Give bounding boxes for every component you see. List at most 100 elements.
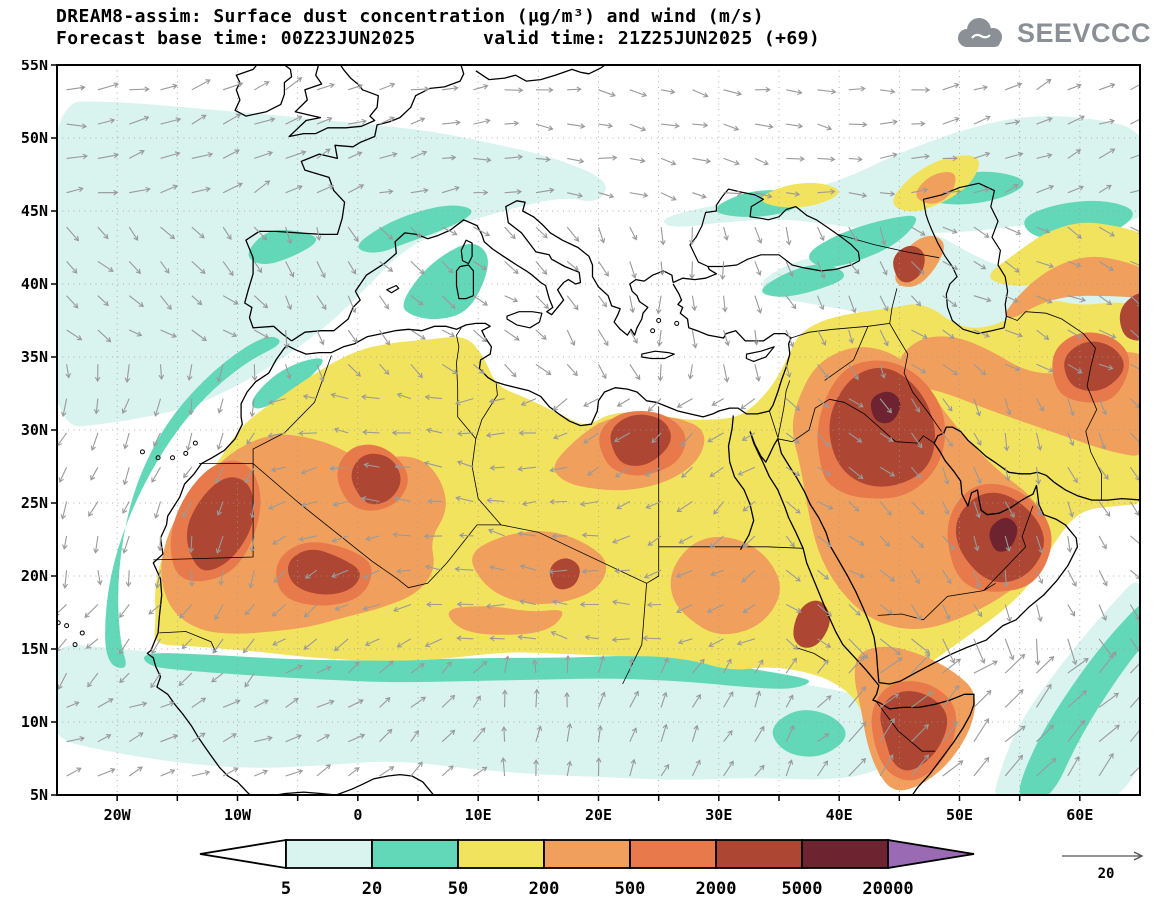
country-border <box>877 582 996 621</box>
country-border <box>889 323 942 432</box>
colorbar-under-arrow <box>199 838 287 870</box>
x-axis-tick-label: 20W <box>104 806 132 824</box>
coastline <box>727 415 755 551</box>
x-axis-tick-label: 50E <box>946 806 973 824</box>
colorbar-tick-label: 20 <box>362 879 382 899</box>
country-border <box>153 463 254 561</box>
dust-region-200-500 <box>1005 256 1140 318</box>
grid-layer <box>57 65 1140 795</box>
colorbar-segment <box>371 839 459 869</box>
seevccc-logo: SEEVCCC <box>952 16 1151 50</box>
dust-region-2000-5000 <box>610 414 671 466</box>
colorbar-tick-label: 5 <box>281 879 291 899</box>
country-border <box>471 438 502 526</box>
map-content <box>57 65 1140 795</box>
country-border <box>622 583 647 685</box>
country-border <box>983 505 1034 591</box>
coastline <box>291 200 674 342</box>
plot-title: DREAM8-assim: Surface dust concentration… <box>56 6 764 27</box>
dust-region-5000-20000 <box>870 391 901 424</box>
colorbar-tick-label: 20000 <box>862 879 913 899</box>
plot-subtitle: Forecast base time: 00Z23JUN2025 valid t… <box>56 28 821 49</box>
colorbar-tick-label: 2000 <box>696 879 737 899</box>
dust-region-2000-5000 <box>351 453 401 505</box>
colorbar-segment <box>543 839 631 869</box>
dust-region-2000-5000 <box>793 600 830 648</box>
border-layer <box>153 234 1102 752</box>
small-island <box>674 320 680 326</box>
coastline <box>872 685 975 795</box>
coastline <box>475 65 607 82</box>
wind-reference: 20 <box>1062 851 1144 882</box>
colorbar: 5 20 50 200 500 2000 5000 20000 <box>199 838 975 899</box>
coastline <box>288 65 379 138</box>
colorbar-tick-label: 5000 <box>782 879 823 899</box>
colorbar-over-arrow <box>887 838 975 870</box>
country-border <box>252 463 501 589</box>
dust-region-2000-5000 <box>1064 341 1124 391</box>
coastline-island <box>745 346 775 362</box>
dust-region-2000-5000 <box>549 558 580 590</box>
colorbar-tick-label: 500 <box>615 879 646 899</box>
coastline <box>878 426 1140 685</box>
country-border <box>777 380 791 439</box>
colorbar-segment <box>801 839 889 869</box>
dust-region-2000-5000 <box>1119 293 1140 341</box>
cloud-icon <box>957 18 1002 47</box>
country-border <box>769 410 779 438</box>
small-island <box>57 620 61 626</box>
x-axis-tick-label: 10W <box>224 806 252 824</box>
small-island <box>192 440 198 446</box>
small-island <box>650 328 656 334</box>
y-axis-tick-label: 5N <box>30 786 48 804</box>
wind-vectors-layer <box>57 77 1140 777</box>
coastline-layer <box>57 65 1140 795</box>
small-island <box>64 623 70 629</box>
dust-region-5-20 <box>57 101 606 427</box>
dust-region-5000-20000 <box>989 517 1018 552</box>
country-border <box>658 546 804 549</box>
x-axis-tick-label: 0 <box>353 806 362 824</box>
y-axis-tick-label: 15N <box>21 640 48 658</box>
country-border <box>159 631 217 653</box>
coastline-island <box>689 188 861 272</box>
country-border <box>829 398 935 444</box>
coastline-island <box>641 350 675 360</box>
dust-region-50-200 <box>761 182 839 208</box>
dust-region-200-500 <box>670 536 780 635</box>
y-axis-tick-label: 25N <box>21 494 48 512</box>
small-island <box>170 455 176 461</box>
coastline-island <box>460 239 473 265</box>
y-axis-tick-label: 50N <box>21 129 48 147</box>
coastline-island <box>386 284 400 294</box>
colorbar-tick-label: 200 <box>529 879 560 899</box>
colorbar-segment <box>715 839 803 869</box>
country-border <box>790 288 898 339</box>
dust-region-20-50 <box>105 336 280 669</box>
country-border <box>777 398 830 443</box>
x-axis-tick-label: 60E <box>1066 806 1093 824</box>
logo-text: SEEVCCC <box>1016 17 1151 48</box>
dust-region-200-500 <box>448 606 563 635</box>
small-island <box>72 642 78 648</box>
y-axis-tick-label: 20N <box>21 567 48 585</box>
colorbar-segment <box>629 839 717 869</box>
country-border <box>456 327 477 440</box>
coastline-island <box>506 311 543 329</box>
y-axis-tick-label: 40N <box>21 275 48 293</box>
country-border <box>1006 311 1102 501</box>
x-axis-tick-label: 20E <box>585 806 612 824</box>
country-border <box>475 383 498 439</box>
colorbar-segment <box>285 839 373 869</box>
coastline <box>749 431 880 683</box>
colorbar-tick-label: 50 <box>448 879 468 899</box>
y-axis-tick-label: 30N <box>21 421 48 439</box>
x-axis-tick-label: 40E <box>826 806 853 824</box>
dust-region-20-50 <box>358 205 472 253</box>
dust-map: 55N 50N 45N 40N 35N 30N 25N 20N 15N 10N 5N 20W 10W 0 1… <box>21 60 1141 824</box>
country-border <box>874 699 936 752</box>
y-axis-tick-label: 45N <box>21 202 48 220</box>
dust-region-20-50 <box>251 358 323 409</box>
reference-arrow-label: 20 <box>1098 866 1115 882</box>
country-border <box>795 647 829 663</box>
